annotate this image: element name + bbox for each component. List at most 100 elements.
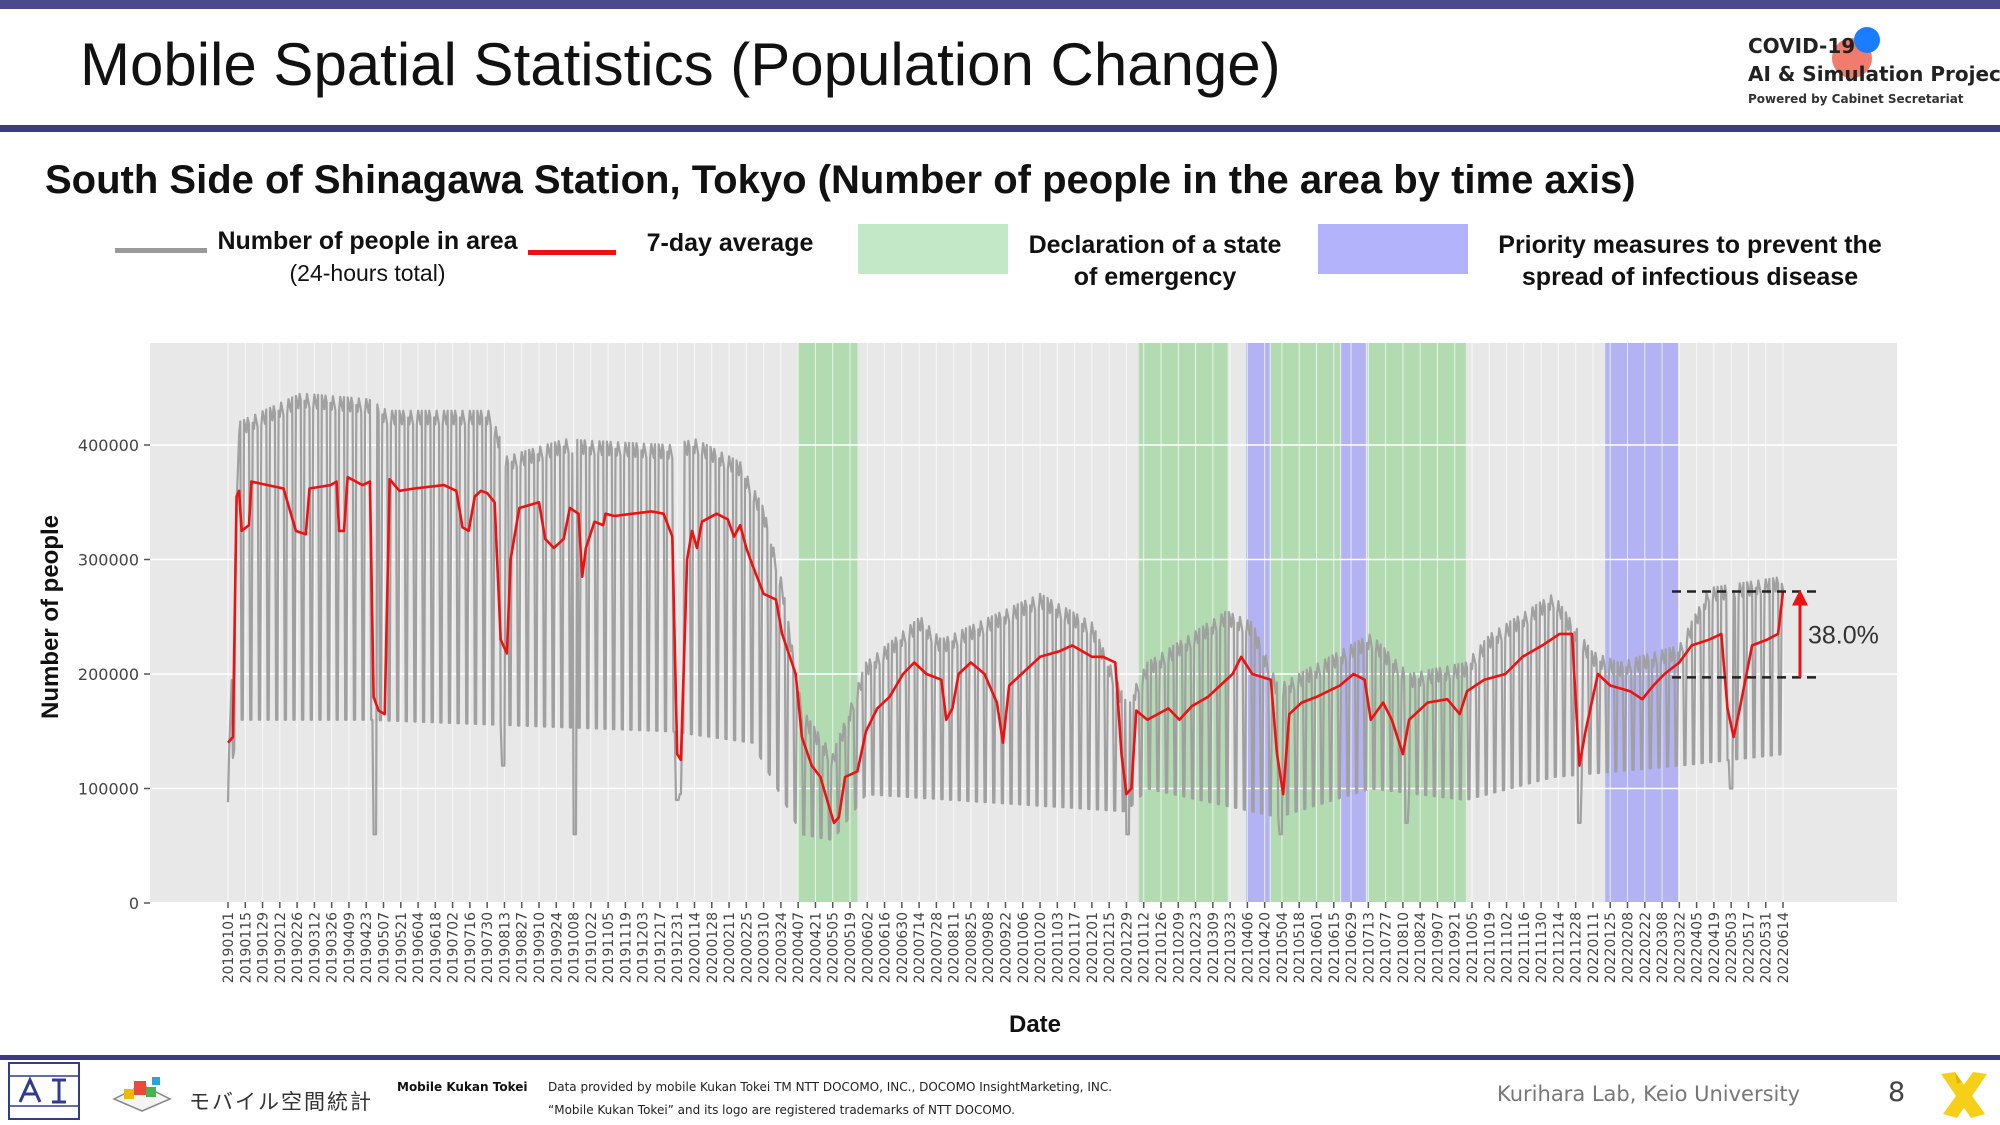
x-tick-label-10: 20190521 [394,912,410,983]
x-logo-icon [1941,1072,1987,1118]
x-tick-label-6: 20190326 [325,912,341,983]
x-tick-label-63: 20210601 [1310,912,1326,983]
x-tick-label-40: 20200714 [912,912,928,983]
annotation-label: 38.0% [1808,621,1879,649]
x-tick-label-1: 20190115 [238,912,254,983]
x-tick-label-57: 20210309 [1206,912,1222,983]
x-tick-label-87: 20220503 [1724,912,1740,983]
x-tick-label-68: 20210810 [1396,912,1412,983]
x-tick-label-20: 20191008 [567,912,583,983]
legend-priority-line2: spread of infectious disease [1521,263,1859,291]
x-tick-label-36: 20200519 [843,912,859,983]
x-tick-label-18: 20190910 [532,912,548,983]
x-tick-label-61: 20210504 [1275,912,1291,983]
raw-series-layer [226,392,1785,841]
priority-band-4 [1341,343,1366,902]
project-logo: COVID-19 AI & Simulation Project Powered… [1740,24,2000,114]
x-tick-label-46: 20201006 [1016,912,1032,983]
x-tick-label-12: 20190618 [428,912,444,983]
x-tick-label-86: 20220419 [1707,912,1723,983]
footer-brand: Mobile Kukan Tokei [397,1080,528,1094]
y-tick-label-3: 300000 [78,551,139,570]
x-tick-label-22: 20191105 [601,912,617,983]
logo-blue-dot [1854,27,1880,53]
legend-emergency-swatch [858,224,1008,274]
mobile-kukan-tokei-logo-icon [112,1077,172,1112]
x-tick-label-5: 20190312 [307,912,323,983]
x-tick-label-3: 20190212 [273,912,289,983]
x-tick-label-88: 20220517 [1741,912,1757,983]
x-tick-label-28: 20200128 [705,912,721,983]
x-tick-label-78: 20211228 [1569,912,1585,983]
axis-layer: 0 100000 200000 300000 400000 20190101 2019011… [78,436,1792,983]
legend-avg-label: 7-day average [646,229,814,257]
x-tick-label-9: 20190507 [377,912,393,983]
x-tick-label-30: 20200225 [739,912,755,983]
title-rule [0,125,2000,132]
x-tick-label-83: 20220308 [1655,912,1671,983]
x-tick-label-76: 20211130 [1534,912,1550,983]
priority-band-6 [1605,343,1679,902]
x-tick-label-44: 20200908 [981,912,997,983]
x-tick-label-79: 20220111 [1586,912,1602,983]
x-tick-label-41: 20200728 [929,912,945,983]
x-tick-label-80: 20220125 [1603,912,1619,983]
x-tick-label-72: 20211005 [1465,912,1481,983]
logo-line-2: AI & Simulation Project [1748,62,2000,86]
x-tick-label-14: 20190716 [463,912,479,983]
x-tick-label-17: 20190827 [515,912,531,983]
page-title: Mobile Spatial Statistics (Population Ch… [80,31,1281,98]
y-axis-label: Number of people [37,515,64,719]
legend-people-label: Number of people in area [217,227,518,255]
x-tick-label-89: 20220531 [1759,912,1775,983]
x-tick-label-32: 20200324 [774,912,790,983]
chart-title: South Side of Shinagawa Station, Tokyo (… [45,158,1636,202]
x-tick-label-60: 20210420 [1258,912,1274,983]
x-tick-label-31: 20200310 [757,912,773,983]
x-tick-label-85: 20220405 [1690,912,1706,983]
x-tick-label-26: 20191231 [670,912,686,983]
logo-line-1: COVID-19 [1748,34,1856,58]
y-tick-label-1: 100000 [78,780,139,799]
x-tick-label-2: 20190129 [256,912,272,983]
x-tick-label-51: 20201215 [1102,912,1118,983]
x-tick-label-81: 20220208 [1621,912,1637,983]
x-tick-label-90: 20220614 [1776,912,1792,983]
x-tick-label-59: 20210406 [1240,912,1256,983]
grid-layer [150,343,1897,904]
x-tick-label-65: 20210629 [1344,912,1360,983]
x-tick-label-19: 20190924 [549,912,565,983]
footer-lab: Kurihara Lab, Keio University [1497,1082,1801,1106]
emergency-band-5 [1367,343,1466,902]
x-tick-label-82: 20220222 [1638,912,1654,983]
series-7-day-average [227,475,1785,825]
x-tick-label-56: 20210223 [1189,912,1205,983]
x-tick-label-54: 20210126 [1154,912,1170,983]
annotation-layer: 38.0% [1672,589,1879,679]
x-tick-label-48: 20201103 [1050,912,1066,983]
x-tick-label-47: 20201020 [1033,912,1049,983]
y-tick-label-2: 200000 [78,665,139,684]
legend-emergency-line1: Declaration of a state [1028,231,1282,259]
y-tick-label-4: 400000 [78,436,139,455]
x-tick-label-62: 20210518 [1292,912,1308,983]
x-tick-label-11: 20190604 [411,912,427,983]
x-tick-label-24: 20191203 [636,912,652,983]
x-tick-label-29: 20200211 [722,912,738,983]
avg-series-layer [227,475,1785,825]
x-tick-label-77: 20211214 [1551,912,1567,983]
x-tick-label-71: 20210921 [1448,912,1464,983]
page-number: 8 [1888,1077,1906,1108]
legend-priority-text: Priority measures to prevent the spread … [1475,229,1905,293]
legend-people-text: Number of people in area (24-hours total… [210,225,525,289]
x-tick-label-73: 20211019 [1482,912,1498,983]
legend-people-sub: (24-hours total) [289,260,446,286]
x-tick-label-13: 20190702 [446,912,462,983]
x-tick-label-27: 20200114 [688,912,704,983]
annotation-arrow-head [1792,589,1808,606]
ai-lab-logo [8,1062,80,1120]
x-tick-label-39: 20200630 [895,912,911,983]
footer-source-line-2: “Mobile Kukan Tokei” and its logo are re… [548,1103,1015,1117]
x-tick-label-74: 20211102 [1500,912,1516,983]
